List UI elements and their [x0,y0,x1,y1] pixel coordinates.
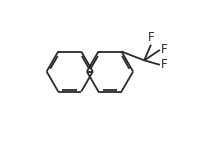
Text: F: F [161,58,168,71]
Text: F: F [161,43,168,56]
Text: F: F [148,31,154,44]
